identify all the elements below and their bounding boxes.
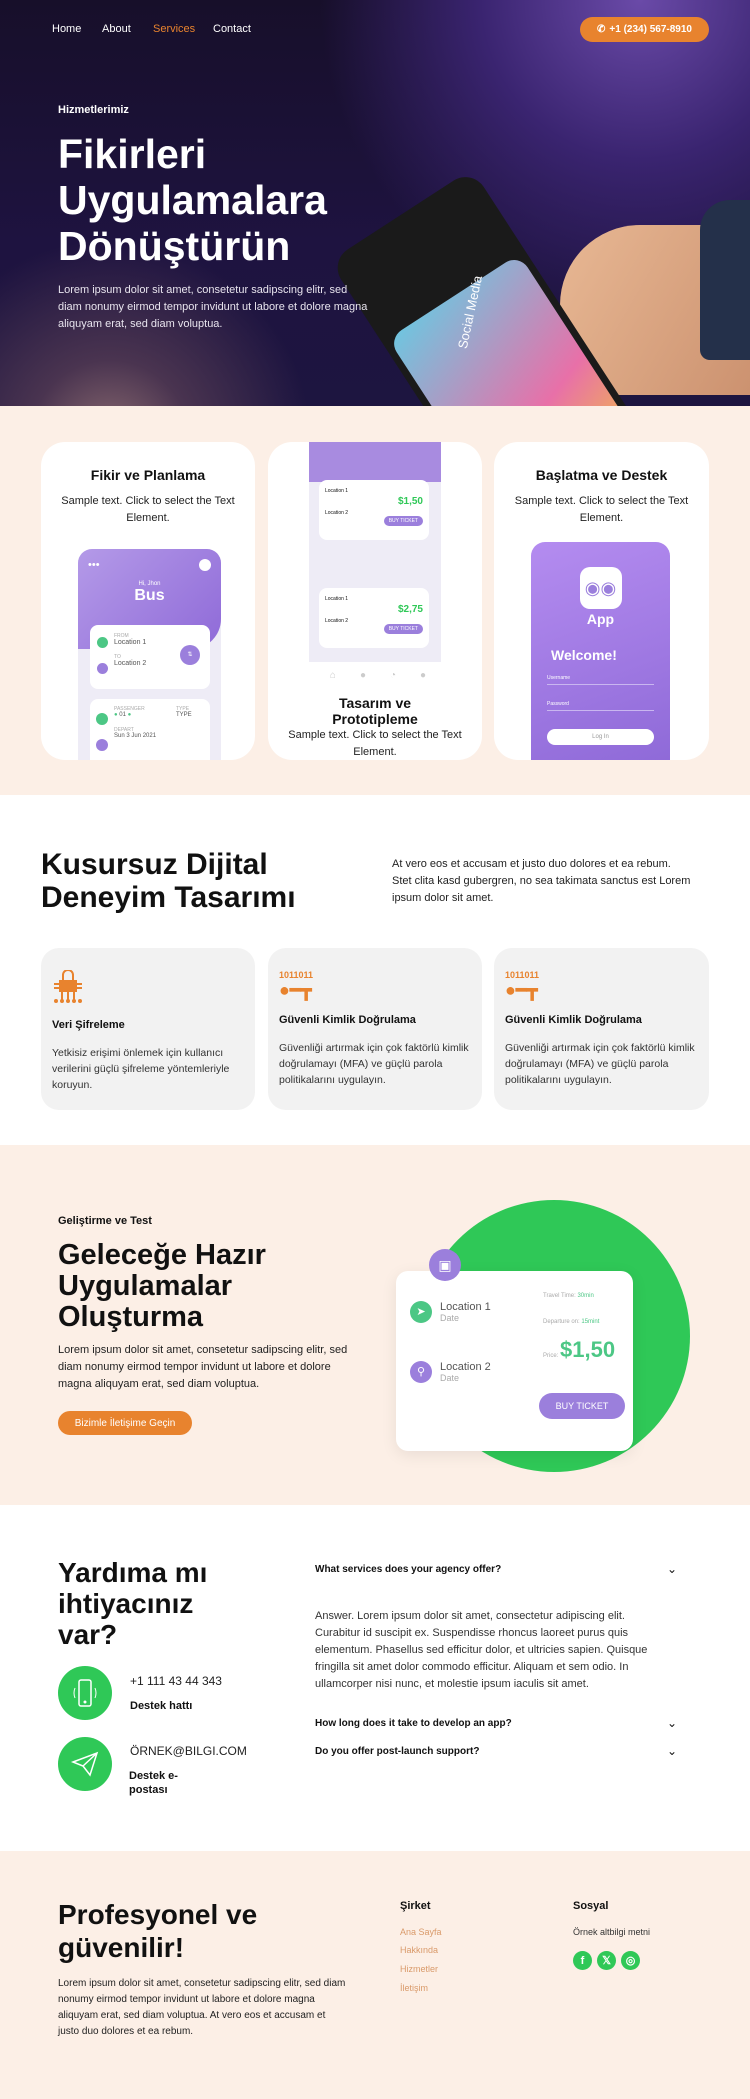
nav-contact[interactable]: Contact <box>213 23 251 35</box>
phone-icon: ✆ <box>597 24 606 35</box>
hero-title: Fikirleri Uygulamalara Dönüştürün <box>58 131 327 269</box>
design-text: At vero eos et accusam et justo duo dolo… <box>392 858 691 904</box>
nav-services[interactable]: Services <box>153 23 196 35</box>
footer-link-about[interactable]: Hakkında <box>400 1945 439 1955</box>
ticket-price: $1,50 <box>560 1337 616 1362</box>
process-card: Fikir ve Planlama Sample text. Click to … <box>41 442 255 760</box>
location-pin-icon: ⚲ <box>410 1361 432 1383</box>
faq-question[interactable]: What services does your agency offer? <box>315 1564 502 1575</box>
card-title: Tasarım ve Prototipleme <box>332 695 418 727</box>
footer-social-text: Örnek altbilgi metni <box>573 1927 651 1937</box>
faq-question[interactable]: Do you offer post-launch support? <box>315 1746 480 1757</box>
facebook-icon[interactable]: f <box>573 1951 592 1970</box>
dev-title: Geleceğe Hazır Uygulamalar Oluşturma <box>58 1239 266 1333</box>
hero-eyebrow: Hizmetlerimiz <box>58 104 129 116</box>
card-text: Sample text. Click to select the Text El… <box>288 729 462 758</box>
x-icon[interactable]: 𝕏 <box>597 1951 616 1970</box>
feature-card: 1011011 ●━┳ Güvenli Kimlik Doğrulama Güven… <box>494 948 709 1110</box>
nav-about[interactable]: About <box>102 23 131 35</box>
feature-card: 1011011 ●━┳ Güvenli Kimlik Doğrulama Güven… <box>268 948 482 1110</box>
contact-cta-button[interactable]: Bizimle İletişime Geçin <box>58 1411 192 1435</box>
swap-icon: ⇅ <box>180 645 200 665</box>
chevron-down-icon[interactable]: ⌄ <box>667 1716 678 1730</box>
phone-screen-label: Social Media <box>454 274 486 351</box>
dev-text: Lorem ipsum dolor sit amet, consetetur s… <box>58 1344 348 1390</box>
passenger-label: PASSENGER <box>114 706 145 712</box>
type-label: TYPE <box>176 706 190 712</box>
send-icon <box>58 1737 112 1791</box>
route-card: FROM Location 1 TO Location 2 ⇅ <box>90 625 210 689</box>
feature-text: Güvenliği artırmak için çok faktörlü kim… <box>505 1042 695 1086</box>
footer-company-title: Şirket <box>400 1900 431 1912</box>
footer-social-title: Sosyal <box>573 1900 609 1912</box>
card-title: Başlatma ve Destek <box>535 467 668 483</box>
depart-date: Sun 3 Jun 2021 <box>114 733 157 739</box>
process-card: Başlatma ve Destek Sample text. Click to… <box>494 442 709 760</box>
support-phone[interactable]: +1 111 43 44 343 <box>130 1674 222 1688</box>
lock-network-icon <box>54 969 82 1003</box>
phone-contact-icon <box>58 1666 112 1720</box>
sleeve-image <box>700 200 750 360</box>
hero-section: Home About Services Contact ✆ +1 (234) 56… <box>0 0 750 406</box>
support-email[interactable]: ÖRNEK@BILGI.COM <box>130 1744 247 1758</box>
hero-text: Lorem ipsum dolor sit amet, consetetur s… <box>58 284 368 330</box>
binary-key-icon: 1011011 ●━┳ <box>279 970 314 1000</box>
card-text: Sample text. Click to select the Text El… <box>514 495 689 524</box>
passenger-card: PASSENGER ● 01 ● TYPE TYPE DEPART Sun 3 J… <box>90 699 210 760</box>
buy-ticket-button[interactable]: BUY TICKET <box>539 1393 625 1419</box>
support-phone-label: Destek hattı <box>130 1700 193 1712</box>
feature-card: Veri Şifreleme Yetkisiz erişimi önlemek i… <box>41 948 255 1110</box>
footer-link-contact[interactable]: İletişim <box>400 1983 429 1993</box>
login-app-mock: ◉◉ App Welcome! Username Password Log In <box>531 542 670 760</box>
feature-text: Güvenliği artırmak için çok faktörlü kim… <box>279 1042 469 1086</box>
feature-text: Yetkisiz erişimi önlemek için kullanıcı … <box>52 1047 230 1091</box>
chevron-down-icon[interactable]: ⌄ <box>667 1744 678 1758</box>
nav-home[interactable]: Home <box>52 23 82 35</box>
help-title: Yardıma mı ihtiyacınız var? <box>58 1557 208 1650</box>
card-title: Fikir ve Planlama <box>90 467 206 483</box>
dev-eyebrow: Geliştirme ve Test <box>58 1215 152 1227</box>
footer-text: Lorem ipsum dolor sit amet, consetetur s… <box>58 1978 346 2037</box>
process-card: Location 1 Location 2 $1,50 BUY TICKET Lo… <box>268 442 482 760</box>
phone-button[interactable]: ✆ +1 (234) 567-8910 <box>580 17 709 42</box>
binary-key-icon: 1011011 ●━┳ <box>505 970 540 1000</box>
phone-button-label: +1 (234) 567-8910 <box>609 24 692 35</box>
menu-dots-icon: ••• <box>88 559 100 571</box>
chevron-down-icon[interactable]: ⌄ <box>667 1562 678 1576</box>
ticket-card: ▣ ➤ Location 1 Date ⚲ Location 2 Date Trav… <box>396 1249 633 1451</box>
instagram-icon[interactable]: ◎ <box>621 1951 640 1970</box>
footer <box>0 1851 750 2099</box>
card-text: Sample text. Click to select the Text El… <box>61 495 235 524</box>
feature-title: Güvenli Kimlik Doğrulama <box>505 1014 642 1026</box>
ticket-app-mock: Location 1 Location 2 $1,50 BUY TICKET Lo… <box>309 442 441 662</box>
feature-title: Güvenli Kimlik Doğrulama <box>279 1014 416 1026</box>
bus-app-mock: ••• Hi, Jhon Bus FROM Location 1 TO Locati… <box>78 549 221 760</box>
footer-title: Profesyonel ve güvenilir! <box>58 1899 258 1963</box>
bus-icon: ▣ <box>429 1249 461 1281</box>
footer-link-services[interactable]: Hizmetler <box>400 1964 439 1974</box>
tab-bar-icons: ⌂●◔● <box>329 670 451 681</box>
profile-icon <box>199 559 211 571</box>
faq-question[interactable]: How long does it take to develop an app? <box>315 1718 512 1729</box>
app-logo-icon: ◉◉ <box>579 567 622 609</box>
feature-title: Veri Şifreleme <box>52 1019 125 1031</box>
faq-answer: Answer. Lorem ipsum dolor sit amet, cons… <box>315 1610 648 1690</box>
navigation-icon: ➤ <box>410 1301 432 1323</box>
design-title: Kusursuz Dijital Deneyim Tasarımı <box>41 848 296 914</box>
support-email-label: Destek e-postası <box>129 1770 178 1796</box>
footer-link-home[interactable]: Ana Sayfa <box>400 1927 442 1937</box>
